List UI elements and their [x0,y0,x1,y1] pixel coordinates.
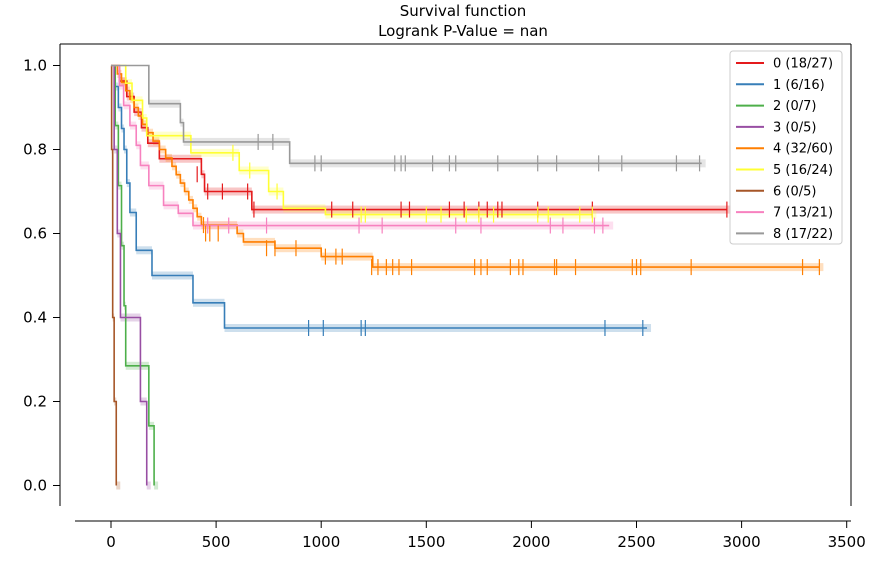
y-tick-label-2: 0.4 [23,309,47,327]
x-axis-ticks: 0 500 1000 1500 2000 2500 3000 3500 [106,521,866,551]
chart-subtitle: Logrank P-Value = nan [378,22,548,40]
legend-frame [729,50,843,245]
legend: 0 (18/27) 1 (6/16) 2 (0/7) 3 (0/5) 4 (32/60)… [729,50,843,245]
x-tick-label-6: 3000 [723,533,761,551]
survival-curve-0 [111,64,727,211]
confidence-band-2-7 [154,481,159,490]
survival-curve-4 [111,64,820,268]
y-tick-label-5: 1.0 [23,57,47,75]
survival-curve-8 [111,64,702,165]
survival-curve-7 [111,64,610,227]
y-tick-label-0: 0.0 [23,477,47,495]
confidence-band-1-11 [647,324,652,332]
confidence-bands [111,69,824,490]
confidence-band-0-10 [726,205,731,214]
x-tick-label-7: 3500 [828,533,866,551]
confidence-band-5-10 [592,210,597,219]
y-axis-ticks: 0.0 0.2 0.4 0.6 0.8 1.0 [23,57,60,495]
legend-label-0: 0 (18/27) [773,57,833,72]
legend-label-7: 7 (13/21) [773,206,833,221]
confidence-band-7-10 [609,221,614,230]
survival-curve-6 [110,64,118,486]
legend-label-4: 4 (32/60) [773,142,833,157]
confidence-band-8-5 [701,159,706,168]
survival-curve-2 [111,64,155,486]
x-tick-label-3: 1500 [407,533,445,551]
x-tick-label-2: 1000 [302,533,340,551]
legend-label-2: 2 (0/7) [773,99,816,114]
chart-title: Survival function [400,2,527,20]
y-tick-label-1: 0.2 [23,393,47,411]
survival-curve-3 [111,64,148,486]
legend-label-3: 3 (0/5) [773,120,816,135]
survival-curves [110,64,820,486]
y-tick-label-4: 0.8 [23,141,47,159]
confidence-band-3-5 [146,481,151,490]
survival-curve-1 [111,64,648,329]
y-tick-label-3: 0.6 [23,225,47,243]
confidence-band-4-25 [819,263,824,272]
confidence-band-6-4 [116,481,121,490]
legend-label-5: 5 (16/24) [773,163,833,178]
x-tick-label-4: 2000 [512,533,550,551]
censor-marks [196,133,820,336]
legend-label-6: 6 (0/5) [773,184,816,199]
survival-curve-5 [111,64,593,216]
legend-label-8: 8 (17/22) [773,227,833,242]
legend-label-1: 1 (6/16) [773,78,825,93]
x-tick-label-0: 0 [106,533,116,551]
x-tick-label-5: 2500 [617,533,655,551]
x-tick-label-1: 500 [202,533,231,551]
